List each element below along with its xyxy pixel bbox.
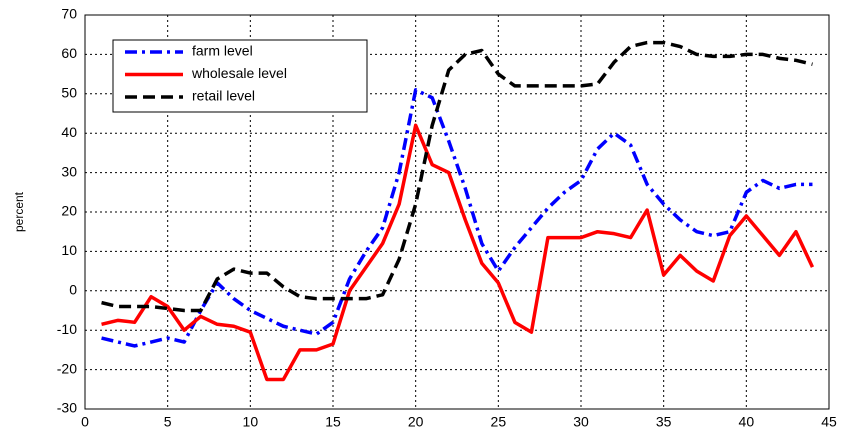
x-tick-label: 20 (408, 414, 424, 430)
x-tick-label: 25 (491, 414, 507, 430)
y-tick-label: -30 (57, 400, 77, 416)
x-tick-label: 45 (821, 414, 837, 430)
y-tick-label: -20 (57, 360, 77, 376)
y-axis-label: percent (12, 191, 26, 232)
plot-frame (84, 14, 830, 410)
data-line (101, 123, 815, 382)
data-line (101, 88, 813, 348)
x-tick-label: 10 (243, 414, 259, 430)
y-tick-label: 40 (61, 124, 77, 140)
y-tick-label: 70 (61, 6, 77, 22)
y-tick-label: 30 (61, 163, 77, 179)
y-tick-label: 0 (69, 282, 77, 298)
x-tick-label: 5 (164, 414, 172, 430)
y-tick-label: 60 (61, 45, 77, 61)
legend-label: wholesale level (191, 65, 287, 81)
x-tick-label: 30 (573, 414, 589, 430)
data-line (101, 40, 813, 313)
x-tick-label: 0 (81, 414, 89, 430)
y-tick-label: 10 (61, 242, 77, 258)
legend-label: retail level (192, 88, 255, 104)
legend-label: farm level (192, 43, 253, 59)
y-tick-label: 50 (61, 85, 77, 101)
y-tick-label: -10 (57, 321, 77, 337)
x-tick-label: 15 (325, 414, 341, 430)
y-tick-label: 20 (61, 203, 77, 219)
x-tick-label: 40 (739, 414, 755, 430)
x-tick-label: 35 (656, 414, 672, 430)
